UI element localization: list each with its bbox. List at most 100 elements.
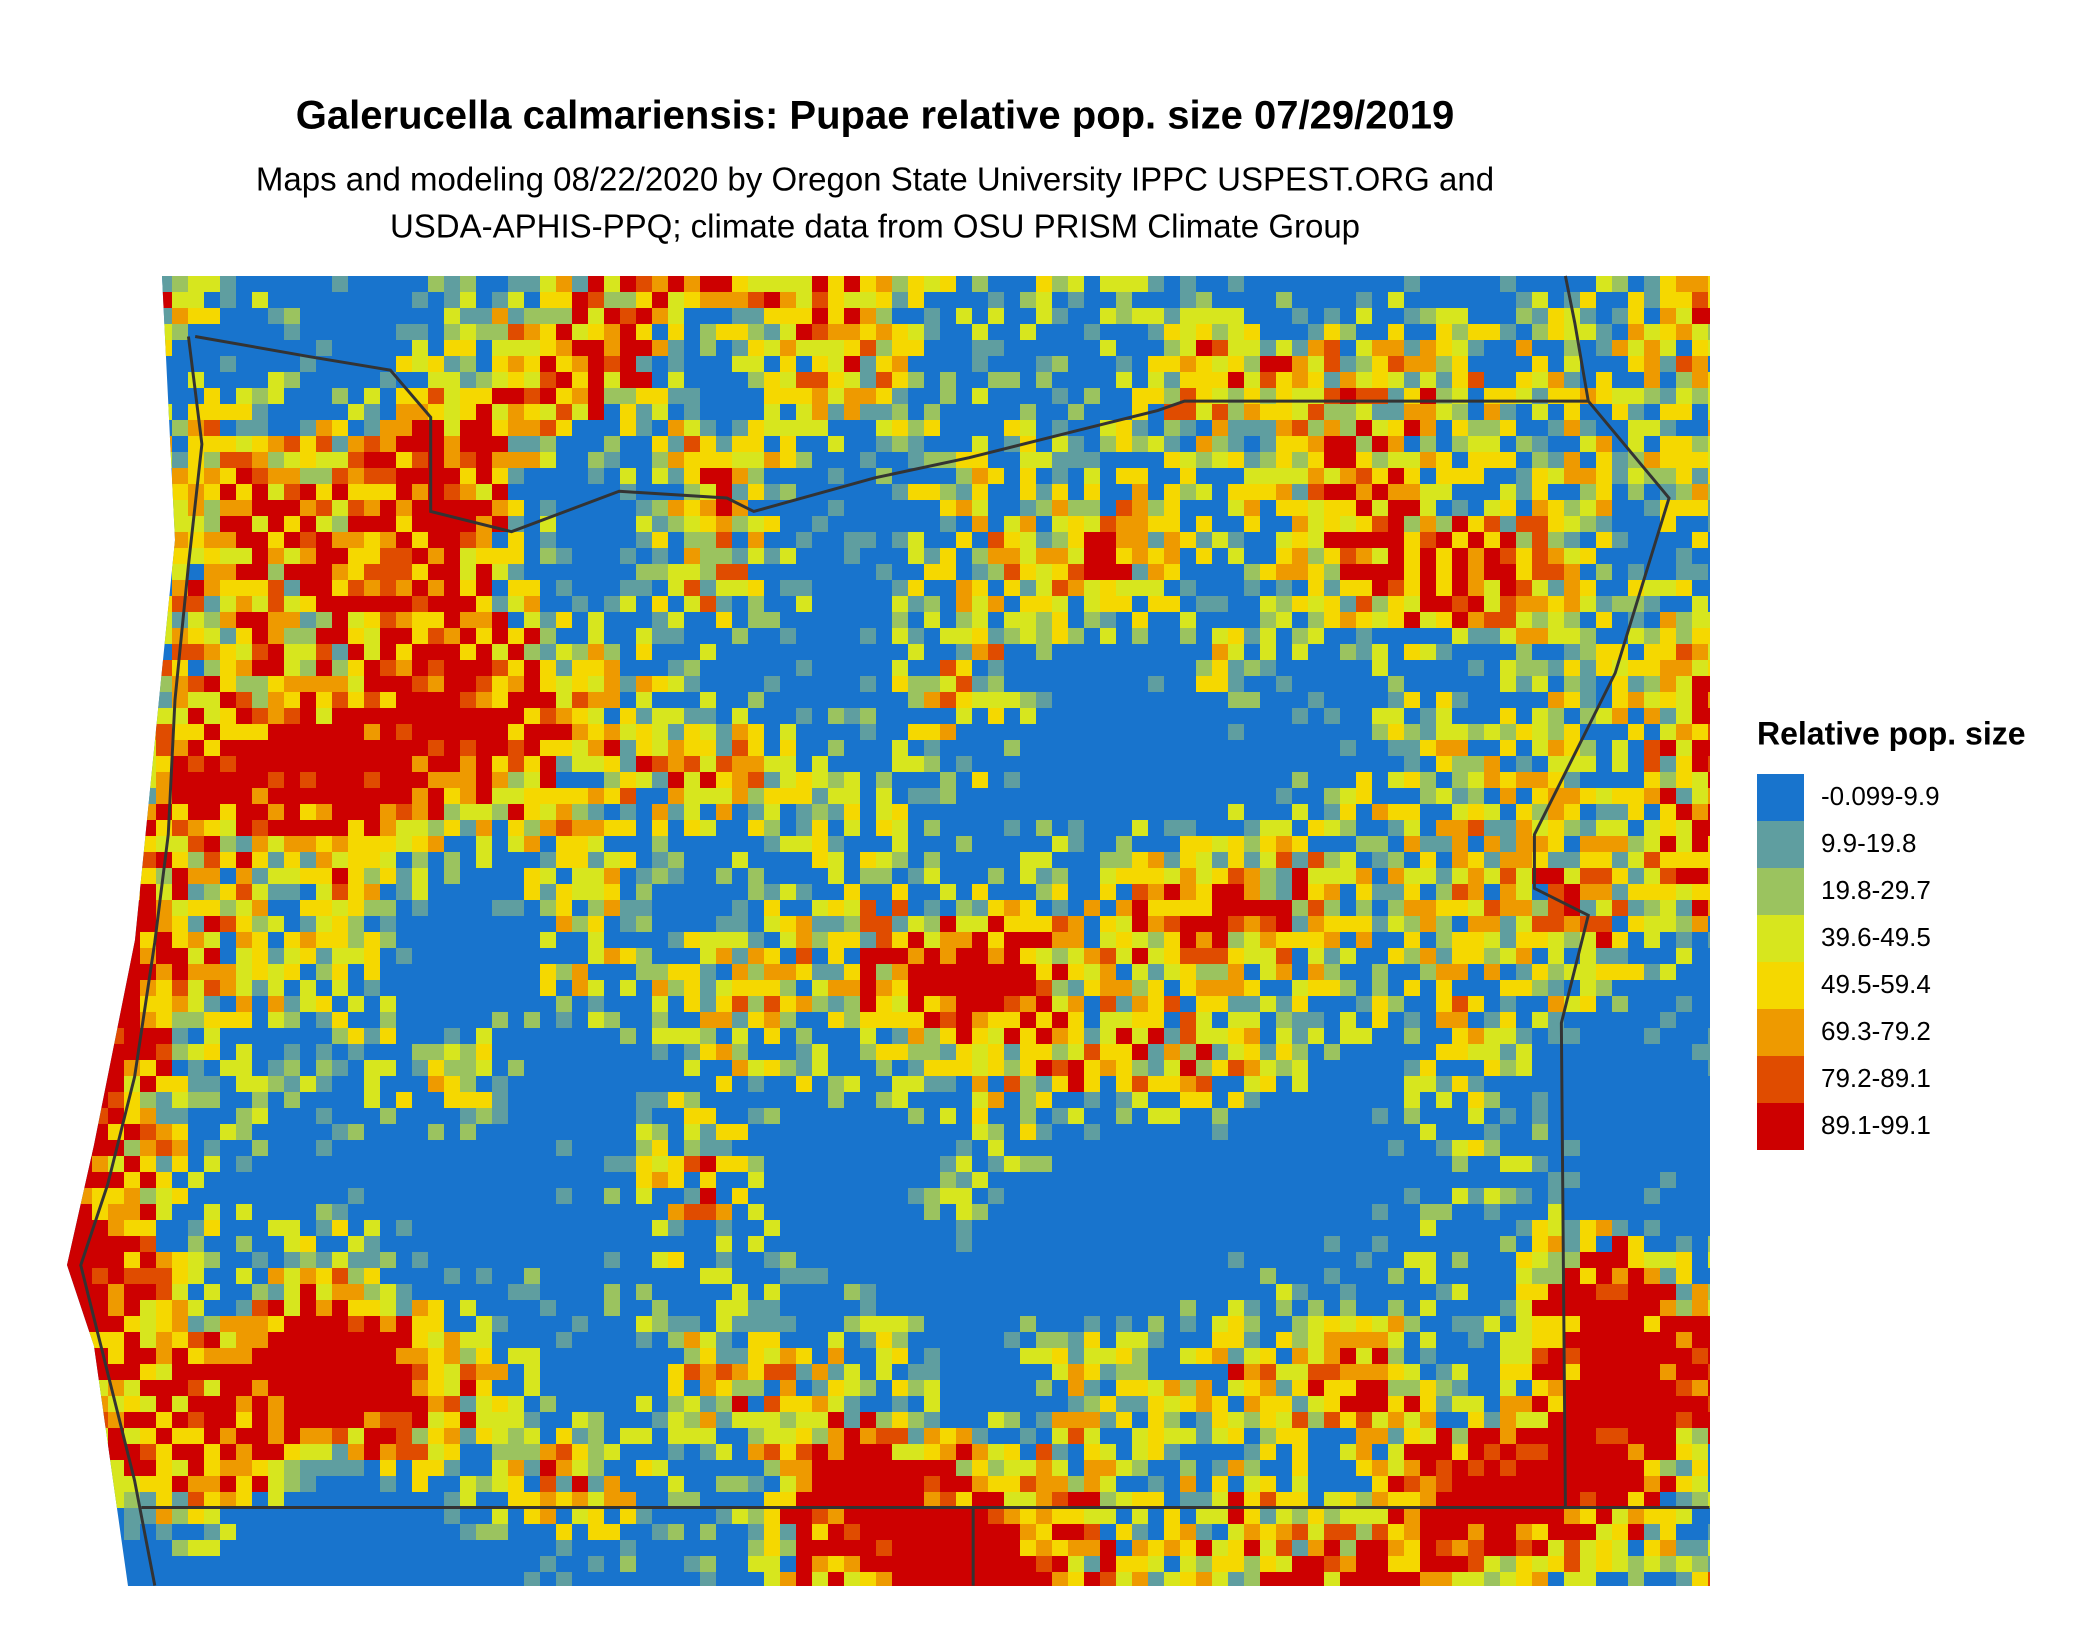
raster-cell [204,660,220,676]
raster-cell [1516,612,1532,628]
raster-cell [1356,1316,1372,1332]
raster-cell [1068,1028,1084,1044]
raster-cell [364,596,380,612]
raster-cell [92,1252,108,1268]
raster-cell [956,1028,972,1044]
raster-cell [1436,612,1452,628]
raster-cell [1340,948,1356,964]
raster-cell [572,1316,588,1332]
raster-cell [1404,1316,1420,1332]
raster-cell [860,628,876,644]
raster-cell [556,916,572,932]
raster-cell [124,1220,140,1236]
raster-cell [1420,484,1436,500]
raster-cell [1244,372,1260,388]
raster-cell [140,1508,156,1524]
raster-cell [476,500,492,516]
raster-cell [460,436,476,452]
raster-cell [1228,1012,1244,1028]
raster-cell [1260,628,1276,644]
raster-cell [1372,372,1388,388]
raster-cell [1404,484,1420,500]
raster-cell [156,612,172,628]
raster-cell [1516,484,1532,500]
raster-cell [668,756,684,772]
raster-cell [524,1348,540,1364]
raster-cell [1436,756,1452,772]
raster-cell [1532,980,1548,996]
raster-cell [364,516,380,532]
raster-cell [988,1044,1004,1060]
raster-cell [316,820,332,836]
raster-cell [1084,484,1100,500]
raster-cell [924,1204,940,1220]
raster-cell [268,820,284,836]
raster-cell [620,404,636,420]
raster-cell [700,452,716,468]
raster-cell [780,1268,796,1284]
raster-cell [620,548,636,564]
raster-cell [860,532,876,548]
raster-cell [748,340,764,356]
raster-cell [476,1028,492,1044]
raster-cell [860,1044,876,1060]
raster-cell [1692,1332,1708,1348]
raster-cell [236,836,252,852]
raster-cell [812,292,828,308]
raster-cell [268,548,284,564]
raster-cell [380,820,396,836]
raster-cell [1036,564,1052,580]
raster-cell [1116,852,1132,868]
raster-cell [492,1460,508,1476]
raster-cell [316,420,332,436]
raster-cell [1068,1108,1084,1124]
raster-cell [124,980,140,996]
raster-cell [348,788,364,804]
raster-cell [364,884,380,900]
raster-cell [540,324,556,340]
raster-cell [812,772,828,788]
raster-cell [668,1252,684,1268]
raster-cell [1228,852,1244,868]
raster-cell [572,820,588,836]
raster-cell [716,1268,732,1284]
raster-cell [764,1444,780,1460]
raster-cell [1564,500,1580,516]
raster-cell [1676,996,1692,1012]
raster-cell [1532,596,1548,612]
raster-cell [1116,1492,1132,1508]
raster-cell [1308,1380,1324,1396]
raster-cell [76,1412,92,1428]
raster-cell [1292,900,1308,916]
raster-cell [1404,308,1420,324]
raster-cell [780,484,796,500]
raster-cell [1388,516,1404,532]
raster-cell [684,1188,700,1204]
raster-cell [556,836,572,852]
raster-cell [1500,612,1516,628]
raster-cell [1004,1444,1020,1460]
raster-cell [1372,404,1388,420]
raster-cell [1660,404,1676,420]
raster-cell [620,308,636,324]
raster-cell [124,1396,140,1412]
raster-cell [396,1092,412,1108]
raster-cell [556,324,572,340]
raster-cell [1036,1156,1052,1172]
raster-cell [1468,820,1484,836]
raster-cell [860,324,876,340]
raster-cell [1260,420,1276,436]
raster-cell [1548,1428,1564,1444]
raster-cell [1100,980,1116,996]
raster-cell [572,692,588,708]
raster-cell [316,948,332,964]
raster-cell [844,804,860,820]
raster-cell [492,1316,508,1332]
raster-cell [908,1076,924,1092]
raster-cell [748,308,764,324]
raster-cell [1452,500,1468,516]
raster-cell [876,1412,892,1428]
raster-cell [332,1428,348,1444]
raster-cell [956,676,972,692]
raster-cell [1340,1012,1356,1028]
